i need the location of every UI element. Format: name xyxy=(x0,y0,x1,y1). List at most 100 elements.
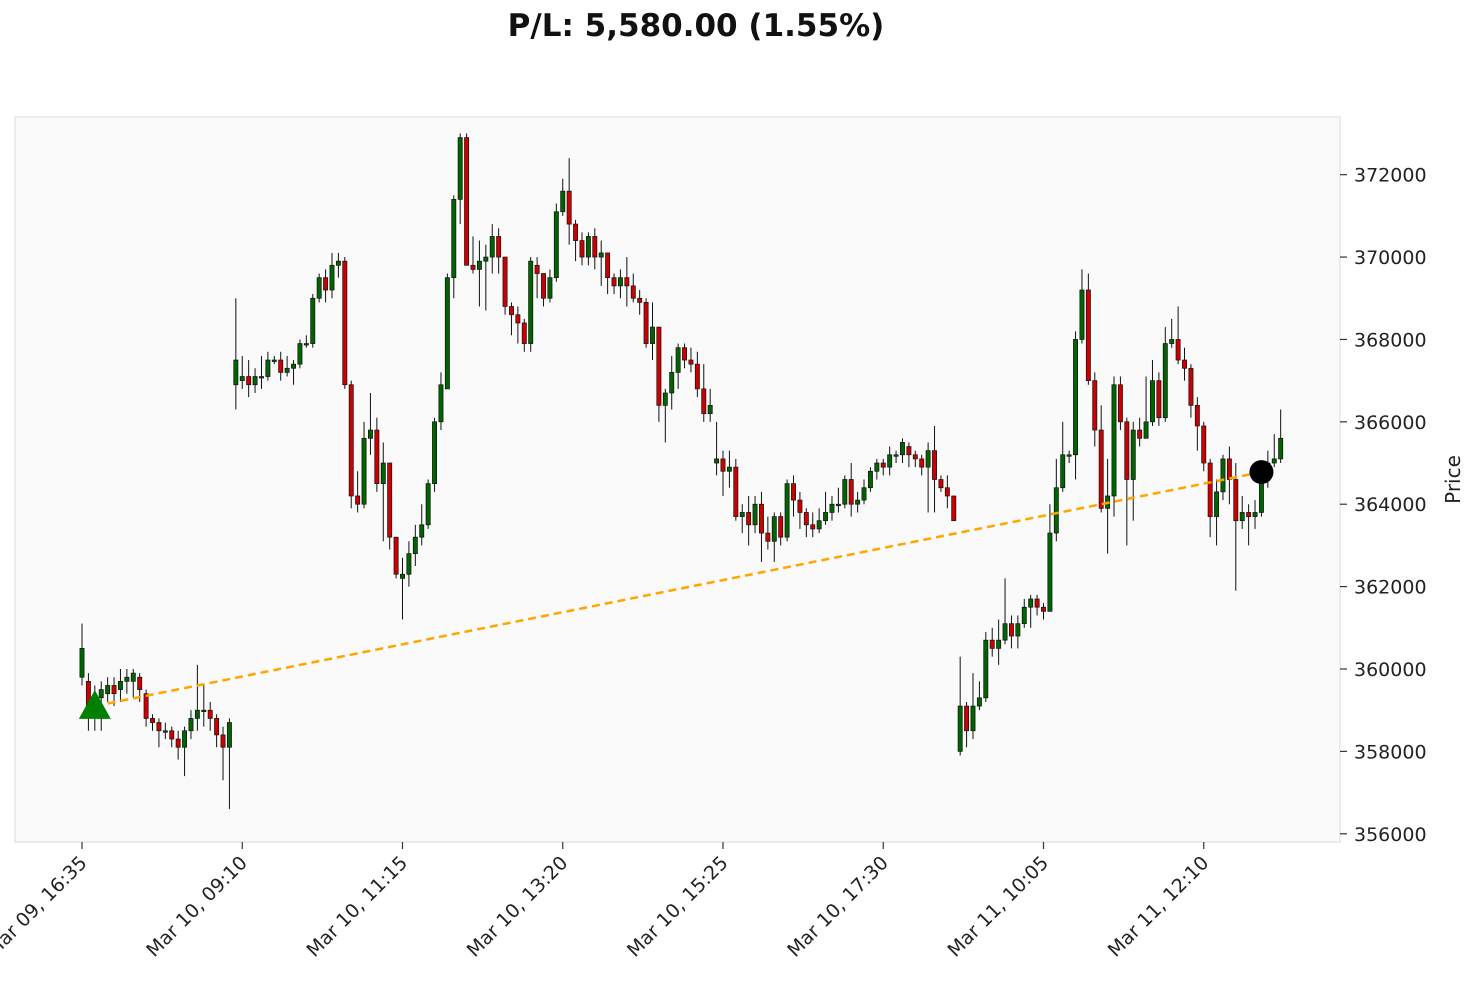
candle xyxy=(541,273,546,307)
candle xyxy=(406,541,412,587)
candle xyxy=(470,236,476,274)
candle-body xyxy=(419,524,425,538)
candle xyxy=(419,504,425,546)
candle xyxy=(156,718,162,748)
candle-body xyxy=(585,236,591,258)
candle xyxy=(887,446,893,476)
candle-body xyxy=(169,730,175,740)
candle xyxy=(214,714,220,748)
candle xyxy=(996,619,1002,665)
candle xyxy=(432,417,438,492)
candle xyxy=(451,195,457,299)
x-tick-label: Mar 10, 15:25 xyxy=(623,852,733,962)
candle xyxy=(124,668,130,694)
candle xyxy=(355,471,361,513)
candle-body xyxy=(919,458,925,468)
candle-body xyxy=(1226,458,1232,480)
candle-body xyxy=(175,738,181,748)
candle-body xyxy=(150,718,155,723)
candle xyxy=(515,306,521,344)
candle-body xyxy=(617,277,623,287)
candle-body xyxy=(1220,458,1226,493)
candle xyxy=(329,252,335,299)
candle xyxy=(912,450,918,468)
candle-body xyxy=(425,483,431,526)
candle-body xyxy=(1207,462,1213,517)
candle xyxy=(624,257,630,307)
trade-overlay xyxy=(78,460,1274,719)
candle-body xyxy=(323,277,329,291)
candle xyxy=(1041,603,1046,620)
candle xyxy=(893,450,899,464)
candle xyxy=(547,269,553,303)
candle-body xyxy=(374,429,380,484)
candle xyxy=(605,252,611,295)
candle xyxy=(932,425,937,513)
candle-body xyxy=(1214,491,1220,517)
candle xyxy=(1143,376,1149,439)
y-tick-label: 372000 xyxy=(1354,165,1427,187)
candle xyxy=(1021,598,1027,628)
candle-body xyxy=(412,536,418,554)
candle-body xyxy=(1111,384,1117,497)
candle xyxy=(476,240,482,307)
candle xyxy=(1278,409,1284,464)
candle xyxy=(861,479,867,505)
candle-body xyxy=(970,705,976,732)
candle-body xyxy=(675,347,681,373)
x-tick-label: Mar 10, 13:20 xyxy=(463,852,573,962)
candle-body xyxy=(380,462,386,484)
candle-body xyxy=(348,384,354,497)
candle-body xyxy=(906,446,912,456)
candle xyxy=(534,257,540,299)
candle xyxy=(957,656,963,756)
candle xyxy=(989,627,995,657)
candle xyxy=(1246,504,1252,546)
candle xyxy=(1156,372,1162,426)
candle xyxy=(1233,463,1239,591)
candle-body xyxy=(989,639,995,649)
candle-body xyxy=(720,458,726,472)
candle xyxy=(1220,454,1226,501)
candle-body xyxy=(611,277,617,287)
candle xyxy=(810,512,816,538)
candle-body xyxy=(393,536,399,575)
candle-body xyxy=(432,421,438,484)
candle-body xyxy=(297,343,303,365)
candle xyxy=(271,355,277,365)
candle xyxy=(598,240,604,286)
x-tick-label: Mar 11, 10:05 xyxy=(944,852,1054,962)
plot-area xyxy=(14,116,1341,843)
candle xyxy=(323,269,329,303)
candle-body xyxy=(765,532,771,542)
candle xyxy=(252,368,258,393)
candle xyxy=(726,450,732,488)
candle xyxy=(1137,417,1143,447)
candle-body xyxy=(98,689,104,699)
candle-body xyxy=(496,236,502,258)
candle xyxy=(560,178,566,216)
candle xyxy=(79,623,85,686)
candle-body xyxy=(528,260,534,344)
candle xyxy=(464,133,470,266)
y-tick-label: 360000 xyxy=(1354,659,1427,681)
candle xyxy=(194,664,200,731)
candle-body xyxy=(746,512,752,526)
candle xyxy=(1098,405,1104,513)
candle xyxy=(303,335,309,348)
candle xyxy=(675,343,681,389)
candle-body xyxy=(201,709,207,713)
candle-body xyxy=(483,256,489,262)
candle-body xyxy=(1150,380,1155,423)
candle-body xyxy=(162,730,168,733)
candle-body xyxy=(316,277,322,299)
candle-body xyxy=(406,553,412,575)
y-tick-label: 364000 xyxy=(1354,494,1427,516)
candle-body xyxy=(137,676,143,690)
candle-body xyxy=(912,454,918,460)
candle-body xyxy=(118,680,123,690)
x-tick-label: Mar 10, 17:30 xyxy=(783,852,893,962)
candle xyxy=(1194,397,1200,451)
candle xyxy=(925,442,931,513)
candle xyxy=(297,339,303,369)
